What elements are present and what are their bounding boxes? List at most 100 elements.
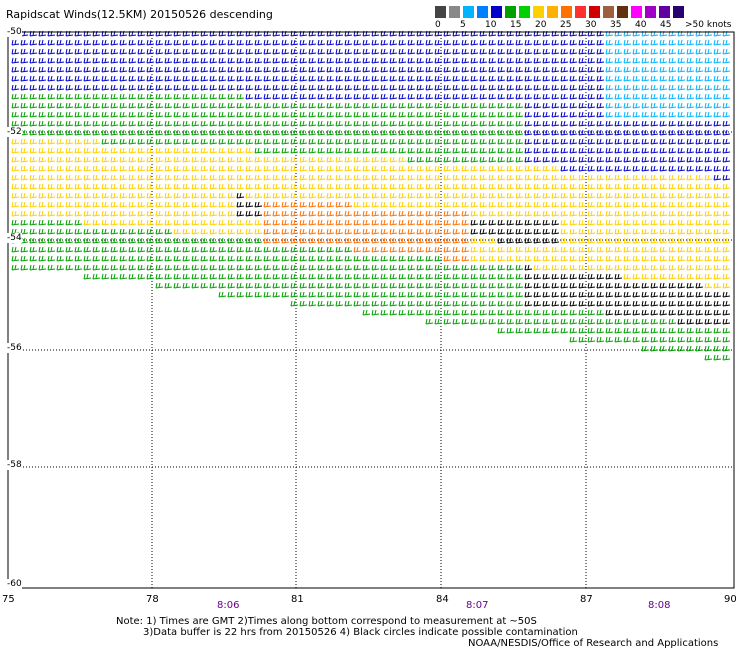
- wind-barb: [74, 264, 83, 271]
- x-tick-84: 84: [436, 594, 449, 605]
- wind-barb: [497, 264, 506, 271]
- wind-barb: [83, 201, 92, 208]
- wind-barb: [308, 300, 317, 307]
- wind-barb: [560, 174, 569, 181]
- wind-barb: [272, 219, 281, 226]
- wind-barb: [146, 192, 155, 199]
- wind-barb: [398, 282, 407, 289]
- wind-barb: [605, 165, 614, 172]
- wind-barb: [632, 183, 641, 190]
- wind-barb: [83, 138, 92, 145]
- wind-barb: [677, 228, 686, 235]
- wind-barb: [65, 102, 74, 109]
- wind-barb: [128, 39, 137, 46]
- wind-barb: [443, 291, 452, 298]
- wind-barb: [344, 138, 353, 145]
- wind-barb: [101, 156, 110, 163]
- wind-barb: [479, 57, 488, 64]
- wind-barb: [308, 192, 317, 199]
- wind-barb: [200, 57, 209, 64]
- wind-barb: [326, 300, 335, 307]
- wind-barb: [623, 147, 632, 154]
- wind-barb: [425, 48, 434, 55]
- wind-barb: [200, 273, 209, 280]
- wind-barb: [434, 255, 443, 262]
- wind-barb: [695, 147, 704, 154]
- legend-label: 35: [610, 20, 622, 30]
- wind-barb: [362, 183, 371, 190]
- wind-barb: [74, 246, 83, 253]
- wind-barb: [677, 345, 686, 352]
- wind-barb: [605, 75, 614, 82]
- wind-barb: [272, 147, 281, 154]
- wind-barb: [191, 66, 200, 73]
- wind-barb: [344, 129, 353, 136]
- wind-barb: [20, 192, 29, 199]
- wind-barb: [191, 228, 200, 235]
- wind-barb: [605, 120, 614, 127]
- wind-barb: [434, 156, 443, 163]
- wind-barb: [605, 39, 614, 46]
- wind-barb: [335, 282, 344, 289]
- wind-barb: [83, 165, 92, 172]
- wind-barb: [479, 237, 488, 244]
- wind-barb: [632, 282, 641, 289]
- wind-barb: [704, 192, 713, 199]
- wind-barb: [578, 75, 587, 82]
- wind-barb: [74, 120, 83, 127]
- wind-barb: [317, 300, 326, 307]
- wind-barb: [434, 75, 443, 82]
- wind-barb: [146, 66, 155, 73]
- wind-barb: [497, 183, 506, 190]
- wind-barb: [83, 84, 92, 91]
- wind-barb: [353, 57, 362, 64]
- wind-barb: [182, 102, 191, 109]
- wind-barb: [362, 147, 371, 154]
- wind-barb: [173, 201, 182, 208]
- wind-barb: [254, 255, 263, 262]
- wind-barb: [479, 138, 488, 145]
- wind-barb: [290, 84, 299, 91]
- wind-barb: [704, 129, 713, 136]
- wind-barb: [308, 156, 317, 163]
- wind-barb: [218, 228, 227, 235]
- wind-barb: [695, 102, 704, 109]
- wind-barb: [83, 39, 92, 46]
- wind-barb: [326, 264, 335, 271]
- wind-barb: [362, 66, 371, 73]
- wind-barb: [191, 102, 200, 109]
- wind-barb: [299, 156, 308, 163]
- wind-barb: [236, 120, 245, 127]
- wind-barb: [425, 138, 434, 145]
- wind-barb: [29, 237, 38, 244]
- wind-barb: [308, 282, 317, 289]
- wind-barb: [353, 237, 362, 244]
- wind-barb: [326, 246, 335, 253]
- wind-barb: [497, 210, 506, 217]
- wind-barb: [497, 327, 506, 334]
- wind-barb: [443, 300, 452, 307]
- wind-barb: [290, 120, 299, 127]
- wind-barb: [416, 246, 425, 253]
- wind-barb: [335, 102, 344, 109]
- wind-barb: [137, 255, 146, 262]
- wind-barb: [371, 129, 380, 136]
- wind-barb: [308, 66, 317, 73]
- wind-barb: [92, 84, 101, 91]
- wind-barb: [326, 93, 335, 100]
- wind-barb: [695, 192, 704, 199]
- wind-barb: [290, 291, 299, 298]
- wind-barb: [362, 57, 371, 64]
- wind-barb: [353, 192, 362, 199]
- wind-barb: [209, 66, 218, 73]
- wind-barb: [182, 273, 191, 280]
- wind-barb: [263, 57, 272, 64]
- wind-barb: [416, 192, 425, 199]
- wind-barb: [488, 156, 497, 163]
- wind-barb: [560, 201, 569, 208]
- wind-barb: [110, 66, 119, 73]
- wind-barb: [353, 93, 362, 100]
- wind-barb: [560, 282, 569, 289]
- wind-barb: [20, 201, 29, 208]
- wind-barb: [524, 111, 533, 118]
